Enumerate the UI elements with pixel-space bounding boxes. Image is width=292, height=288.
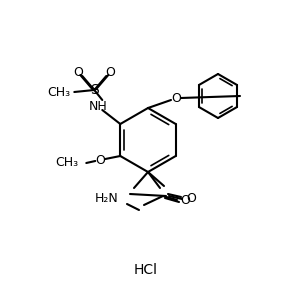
Text: O: O (171, 92, 181, 105)
Text: CH₃: CH₃ (55, 156, 78, 170)
Text: O: O (180, 194, 190, 207)
Text: NH: NH (89, 99, 108, 113)
Text: O: O (186, 192, 196, 206)
Text: S: S (90, 83, 99, 97)
Text: O: O (95, 154, 105, 168)
Text: H₂N: H₂N (95, 192, 119, 204)
Text: HCl: HCl (134, 263, 158, 277)
Text: CH₃: CH₃ (47, 86, 70, 98)
Text: O: O (105, 65, 115, 79)
Text: O: O (73, 65, 83, 79)
